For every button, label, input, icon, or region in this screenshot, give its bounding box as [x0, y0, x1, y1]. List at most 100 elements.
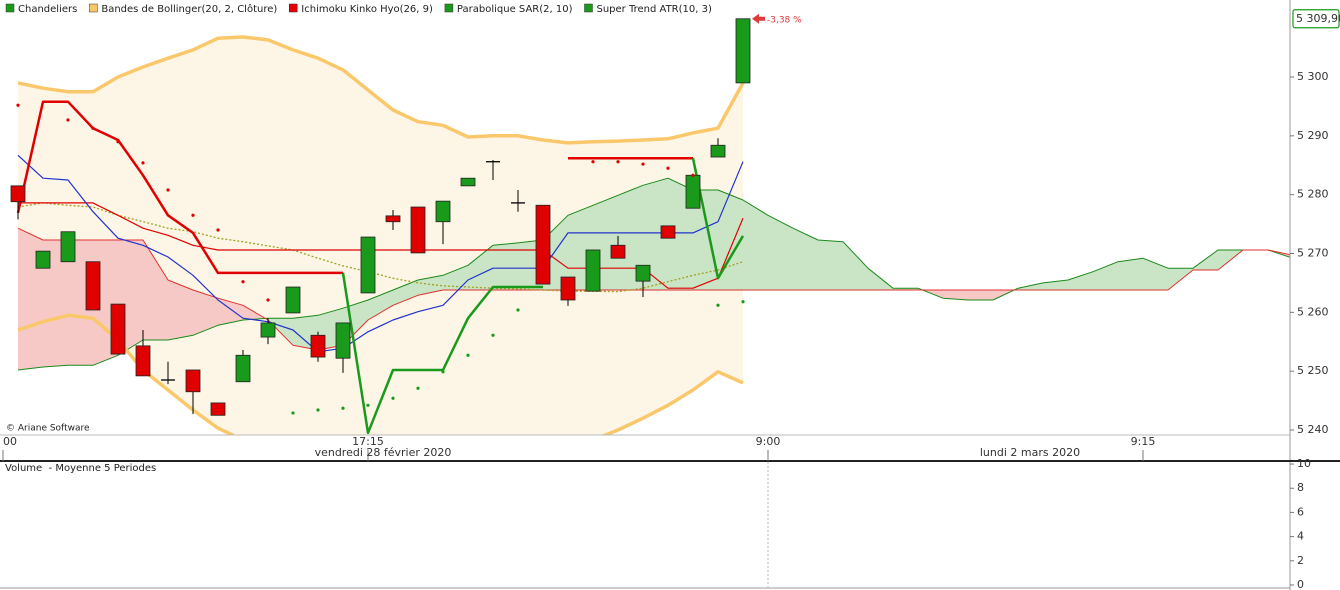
y-tick-label: 5 240: [1297, 423, 1329, 436]
date-label: vendredi 28 février 2020: [315, 446, 452, 459]
cloud-fill: [368, 289, 393, 320]
candle-body: [335, 322, 351, 359]
cloud-fill: [493, 242, 518, 290]
candle-body: [260, 322, 276, 338]
candle-body: [35, 250, 51, 269]
candle-body: [460, 177, 476, 187]
y-tick-label: 5 290: [1297, 129, 1329, 142]
sar-dot: [741, 300, 745, 304]
sar-dot: [416, 386, 420, 390]
candle-body: [135, 345, 151, 377]
x-tick-label: 00: [3, 435, 17, 448]
y-tick-label: 4: [1297, 530, 1304, 543]
sar-dot: [216, 228, 220, 232]
sar-dot: [466, 353, 470, 357]
candle-body: [710, 144, 726, 158]
cloud-fill: [468, 245, 493, 290]
sar-dot: [516, 308, 520, 312]
cloud-fill: [943, 289, 968, 300]
sar-dot: [91, 126, 95, 130]
cloud-fill: [843, 241, 868, 290]
cloud-fill: [968, 289, 993, 300]
change-label: -3,38 %: [767, 15, 802, 25]
sar-dot: [366, 403, 370, 407]
candle-body: [310, 334, 326, 358]
cloud-fill: [768, 215, 793, 290]
bollinger-fill: [18, 37, 743, 435]
supertrend-up: [341, 157, 745, 435]
y-tick-label: 2: [1297, 554, 1304, 567]
senkou-span-b: [17, 227, 1290, 351]
sar-dot: [441, 370, 445, 374]
candle-body: [735, 18, 751, 84]
kijun-line: [17, 154, 744, 353]
legend-label: Chandeliers: [18, 4, 77, 15]
candle-body: [410, 206, 426, 254]
candle-body: [535, 204, 551, 285]
candle-body: [185, 369, 201, 393]
y-tick-label: 5 300: [1297, 70, 1329, 83]
legend-swatch: [5, 3, 15, 13]
candle-body: [85, 261, 101, 311]
cloud-fill: [1068, 271, 1093, 290]
candle-body: [360, 236, 376, 294]
sar-dot: [291, 411, 295, 415]
supertrend-down: [16, 100, 693, 275]
candle-body: [385, 215, 401, 223]
sar-dot: [391, 396, 395, 400]
candle-body: [660, 225, 676, 239]
last-price-label: 5 309,90: [1296, 12, 1340, 25]
legend-label: Parabolique SAR(2, 10): [457, 4, 573, 15]
sar-dot: [691, 173, 695, 177]
cloud-fill: [1093, 261, 1118, 290]
sar-dot: [716, 303, 720, 307]
cloud-fill: [818, 239, 843, 290]
sar-dot: [141, 161, 145, 165]
cloud-fill: [693, 189, 718, 290]
sar-dot: [341, 406, 345, 410]
cloud-fill: [393, 279, 418, 306]
sar-dot: [591, 160, 595, 164]
sar-dot: [66, 118, 70, 122]
sar-dot: [241, 280, 245, 284]
legend-label: Ichimoku Kinko Hyo(26, 9): [301, 4, 433, 15]
sar-dot: [16, 103, 20, 107]
x-tick-label: 17:15: [352, 435, 384, 448]
y-tick-label: 5 260: [1297, 305, 1329, 318]
cloud-fill: [618, 185, 643, 290]
candle-body: [635, 264, 651, 282]
legend-swatch: [289, 3, 298, 13]
cloud-fill: [643, 178, 668, 290]
candle-body: [60, 231, 76, 263]
tenkan-line: [18, 202, 744, 289]
cloud-fill: [43, 239, 68, 368]
volume-title: Volume - Moyenne 5 Periodes: [5, 463, 156, 474]
sar-dot: [316, 408, 320, 412]
legend-label: Super Trend ATR(10, 3): [596, 4, 711, 15]
sar-dot: [166, 188, 170, 192]
legend-swatch: [444, 3, 454, 13]
candle-body: [685, 174, 701, 209]
last-price-box: [1292, 9, 1340, 29]
cloud-fill: [718, 189, 743, 290]
sar-dot: [116, 140, 120, 144]
date-label: lundi 2 mars 2020: [980, 446, 1080, 459]
candle-body: [285, 286, 301, 314]
cloud-fill: [18, 228, 43, 370]
change-arrow: [752, 13, 765, 24]
candle-body: [210, 402, 226, 416]
legend: Chandeliers Bandes de Bollinger(20, 2, Cl…: [5, 3, 712, 15]
y-tick-label: 5 270: [1297, 247, 1329, 260]
candle-body: [435, 200, 451, 223]
y-tick-label: 10: [1297, 457, 1311, 470]
legend-label: Bandes de Bollinger(20, 2, Clôture): [101, 3, 277, 15]
cloud-fill: [1118, 258, 1143, 290]
legend-swatch: [89, 3, 98, 13]
cloud-fill: [143, 239, 168, 340]
y-tick-label: 5 280: [1297, 188, 1329, 201]
sar-dot: [666, 166, 670, 170]
y-tick-label: 0: [1297, 578, 1304, 590]
y-tick-label: 8: [1297, 481, 1304, 494]
sar-dot: [266, 298, 270, 302]
